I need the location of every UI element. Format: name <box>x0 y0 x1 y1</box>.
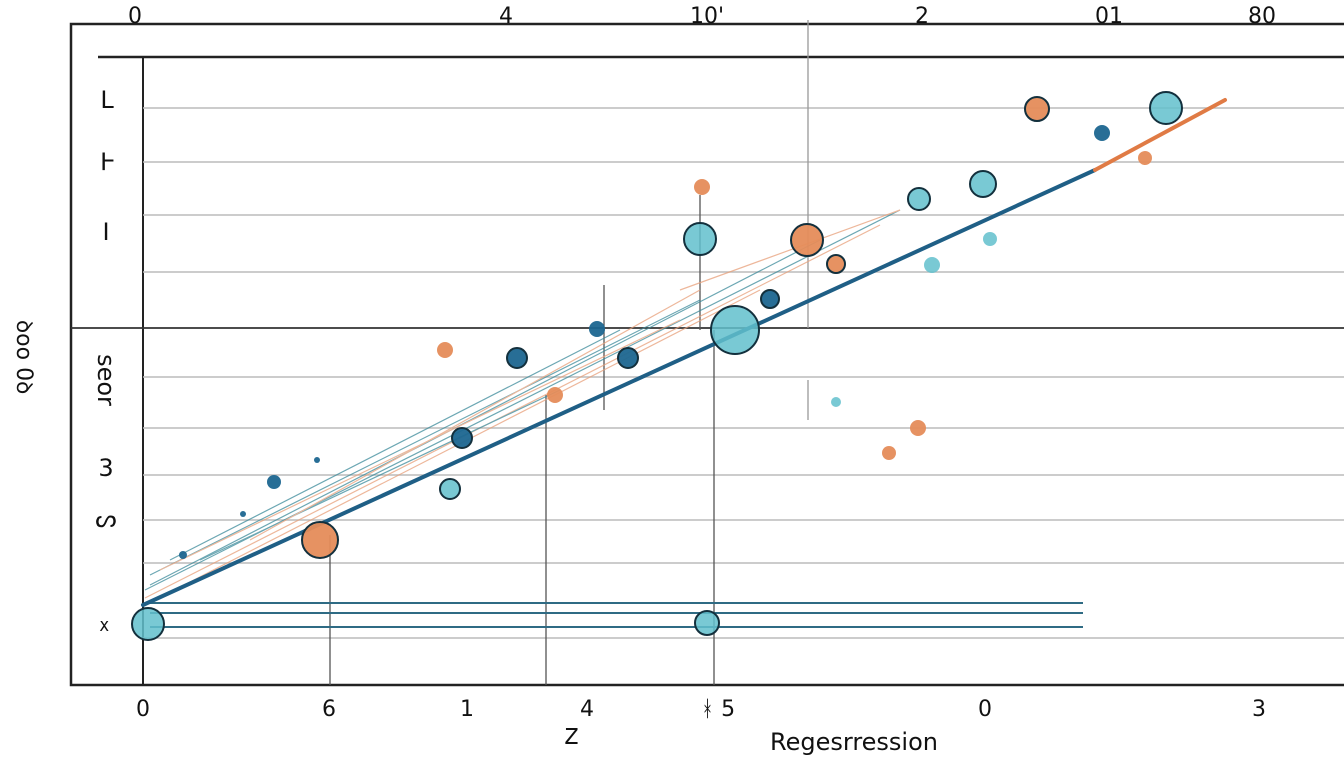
data-point <box>451 427 473 449</box>
x-axis-title: Regesrression <box>770 728 938 756</box>
data-point <box>694 610 720 636</box>
data-point <box>882 446 896 460</box>
data-points <box>131 91 1183 641</box>
regression-line <box>141 168 1097 607</box>
data-point <box>439 478 461 500</box>
left-tick-label: seor <box>92 354 120 406</box>
data-point <box>1149 91 1183 125</box>
left-tick-label: ᕁ <box>98 617 110 645</box>
data-point <box>240 511 246 517</box>
confidence-strokes <box>144 209 901 606</box>
data-point <box>589 321 605 337</box>
regression-line-upper <box>1093 98 1227 172</box>
gridlines <box>143 107 1344 639</box>
data-point <box>683 222 717 256</box>
bottom-tick-label: ᚼ 5 <box>700 697 736 722</box>
top-tick-label: 0 <box>128 4 142 29</box>
top-tick-label: 01 <box>1095 4 1123 29</box>
left-tick-label: 3 <box>98 454 114 482</box>
data-point <box>760 289 780 309</box>
data-point <box>617 347 639 369</box>
top-tick-label: 10' <box>689 4 725 29</box>
x-axis-sub-label: Ꮓ <box>565 725 579 750</box>
top-tick-label: 80 <box>1248 4 1276 29</box>
data-point <box>790 223 824 257</box>
data-point <box>437 342 453 358</box>
bottom-tick-label: 1 <box>460 697 474 722</box>
data-point <box>131 607 165 641</box>
bottom-tick-label: 6 <box>322 697 336 722</box>
data-point <box>314 457 320 463</box>
bottom-tick-label: 0 <box>978 697 992 722</box>
data-point <box>1024 96 1050 122</box>
bottom-tick-label: 0 <box>136 697 150 722</box>
left-tick-label: ᔕ <box>95 505 117 533</box>
bottom-tick-label: 4 <box>580 697 594 722</box>
data-point <box>267 475 281 489</box>
data-point <box>910 420 926 436</box>
data-point <box>1138 151 1152 165</box>
data-point <box>179 551 187 559</box>
chart-frame <box>69 22 1344 687</box>
data-point <box>907 187 931 211</box>
data-point <box>831 397 841 407</box>
data-point <box>826 254 846 274</box>
data-point <box>710 305 760 355</box>
left-tick-label: Ͱ <box>100 148 116 176</box>
vertical-reference-lines <box>329 20 809 685</box>
bottom-tick-label: 3 <box>1252 697 1266 722</box>
data-point <box>301 521 339 559</box>
top-tick-label: 4 <box>499 4 513 29</box>
baseline-bands <box>150 602 1083 628</box>
data-point <box>969 170 997 198</box>
top-tick-label: 2 <box>915 4 929 29</box>
data-point <box>547 387 563 403</box>
data-point <box>1094 125 1110 141</box>
data-point <box>983 232 997 246</box>
left-tick-label: I <box>102 218 110 246</box>
y-axis-title: ꝺoo 0ꝺ <box>11 320 36 395</box>
data-point <box>506 347 528 369</box>
left-tick-label: L <box>100 86 114 114</box>
data-point <box>924 257 940 273</box>
data-point <box>694 179 710 195</box>
